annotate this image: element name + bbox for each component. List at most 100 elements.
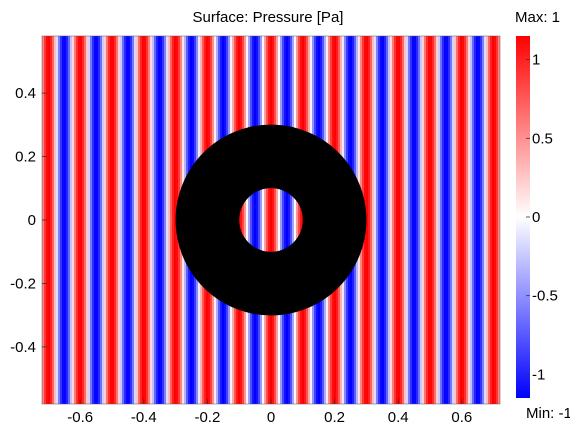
field-column: [270, 36, 273, 404]
field-column: [472, 36, 475, 404]
field-column: [252, 36, 255, 404]
field-column: [442, 36, 445, 404]
field-column: [242, 36, 245, 404]
field-column: [164, 36, 167, 404]
field-column: [408, 36, 411, 404]
y-tick-label: 0: [28, 212, 36, 229]
field-column: [296, 36, 299, 404]
x-tick-label: 0.6: [451, 409, 472, 425]
field-column: [78, 36, 81, 404]
field-column: [298, 36, 301, 404]
field-column: [60, 36, 63, 404]
field-column: [112, 36, 115, 404]
field-column: [134, 36, 137, 404]
field-column: [440, 36, 443, 404]
field-column: [106, 36, 109, 404]
field-column: [266, 36, 269, 404]
colorbar-ticks: 1 0.5 0 -0.5 -1: [526, 52, 558, 383]
field-column: [108, 36, 111, 404]
field-column: [154, 36, 157, 404]
field-column: [474, 36, 477, 404]
field-column: [292, 36, 295, 404]
field-column: [148, 36, 151, 404]
field-column: [64, 36, 67, 404]
field-column: [480, 36, 483, 404]
field-column: [274, 36, 277, 404]
field-column: [482, 36, 485, 404]
field-column: [394, 36, 397, 404]
field-column: [416, 36, 419, 404]
annulus-ring: [175, 124, 367, 316]
field-column: [258, 36, 261, 404]
field-column: [256, 36, 259, 404]
field-column: [390, 36, 393, 404]
field-column: [374, 36, 377, 404]
field-column: [452, 36, 455, 404]
field-column: [174, 36, 177, 404]
field-column: [468, 36, 471, 404]
field-column: [72, 36, 75, 404]
field-column: [248, 36, 251, 404]
field-column: [136, 36, 139, 404]
field-column: [384, 36, 387, 404]
x-tick-label: -0.4: [131, 409, 157, 425]
field-column: [372, 36, 375, 404]
field-column: [66, 36, 69, 404]
field-column: [144, 36, 147, 404]
field-column: [172, 36, 175, 404]
field-column: [122, 36, 125, 404]
field-column: [458, 36, 461, 404]
field-column: [450, 36, 453, 404]
x-tick-label: 0.2: [324, 409, 345, 425]
field-column: [290, 36, 293, 404]
field-column: [300, 36, 303, 404]
x-axis: -0.6 -0.4 -0.2 0 0.2 0.4 0.6: [67, 399, 472, 425]
field-column: [476, 36, 479, 404]
field-column: [392, 36, 395, 404]
field-column: [254, 36, 257, 404]
field-column: [128, 36, 131, 404]
field-column: [104, 36, 107, 404]
field-column: [404, 36, 407, 404]
field-column: [46, 36, 49, 404]
field-column: [294, 36, 297, 404]
field-column: [152, 36, 155, 404]
field-column: [428, 36, 431, 404]
field-column: [366, 36, 369, 404]
field-column: [448, 36, 451, 404]
colorbar: [516, 36, 530, 398]
field-column: [486, 36, 489, 404]
field-column: [370, 36, 373, 404]
field-column: [70, 36, 73, 404]
field-column: [288, 36, 291, 404]
field-column: [456, 36, 459, 404]
field-column: [68, 36, 71, 404]
field-column: [272, 36, 275, 404]
field-column: [114, 36, 117, 404]
field-column: [102, 36, 105, 404]
field-column: [260, 36, 263, 404]
field-column: [88, 36, 91, 404]
field-column: [400, 36, 403, 404]
field-column: [462, 36, 465, 404]
field-column: [132, 36, 135, 404]
field-column: [376, 36, 379, 404]
field-column: [54, 36, 57, 404]
pressure-field: [42, 36, 500, 404]
field-column: [426, 36, 429, 404]
field-column: [116, 36, 119, 404]
field-column: [84, 36, 87, 404]
field-column: [240, 36, 243, 404]
field-column: [444, 36, 447, 404]
field-column: [402, 36, 405, 404]
field-column: [386, 36, 389, 404]
field-column: [146, 36, 149, 404]
field-column: [496, 36, 499, 404]
field-column: [160, 36, 163, 404]
field-column: [126, 36, 129, 404]
field-column: [94, 36, 97, 404]
colorbar-tick-label: 0.5: [532, 130, 553, 147]
field-column: [138, 36, 141, 404]
field-column: [434, 36, 437, 404]
field-column: [50, 36, 53, 404]
